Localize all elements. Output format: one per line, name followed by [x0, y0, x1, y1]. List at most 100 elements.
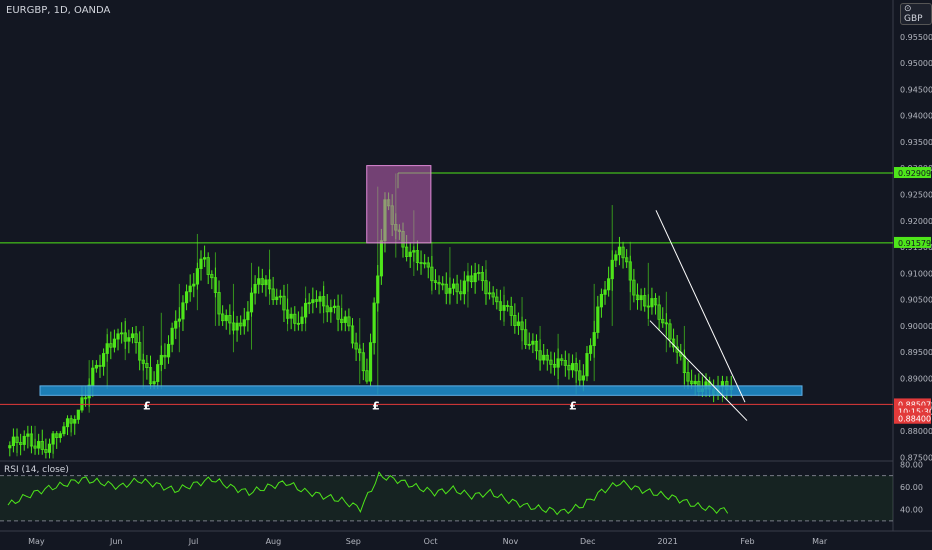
- candle-body: [650, 298, 654, 308]
- candle-body: [372, 302, 376, 344]
- candle-body: [506, 305, 510, 307]
- price-tick-label: 0.92500: [900, 191, 932, 200]
- price-tag-label: 0.88507: [898, 400, 931, 409]
- candle-body: [607, 278, 611, 291]
- price-tick-label: 0.91000: [900, 269, 932, 278]
- time-tick-label: Sep: [346, 537, 361, 546]
- candle-body: [423, 262, 427, 265]
- candle-body: [44, 449, 48, 453]
- candle-body: [599, 293, 604, 308]
- candle-body: [332, 305, 337, 308]
- candle-body: [350, 325, 355, 344]
- candle-body: [689, 380, 694, 385]
- price-tag-bg: [894, 412, 931, 424]
- price-tag-bg: [894, 405, 931, 417]
- candle-body: [368, 342, 373, 382]
- candle-body: [578, 370, 582, 381]
- price-axis[interactable]: 0.960000.955000.950000.945000.940000.935…: [900, 7, 932, 515]
- candle-body: [116, 333, 120, 340]
- candle-body: [163, 354, 167, 358]
- candle-body: [639, 295, 643, 301]
- candle-body: [653, 298, 658, 306]
- currency-label: GBP: [904, 14, 923, 24]
- candle-body: [127, 337, 131, 342]
- candle-body: [188, 285, 192, 293]
- time-tick-label: Jun: [109, 537, 123, 546]
- candle-body: [65, 418, 70, 428]
- candle-body: [217, 292, 221, 315]
- time-tick-label: Nov: [503, 537, 519, 546]
- candle-body: [498, 301, 503, 311]
- rsi-label[interactable]: RSI (14, close): [4, 465, 69, 475]
- candle-body: [657, 304, 661, 320]
- candle-body: [480, 272, 484, 282]
- wedge-upper-line: [655, 210, 746, 403]
- symbol-label[interactable]: EURGBP, 1D, OANDA: [6, 5, 111, 16]
- candle-body: [26, 433, 30, 437]
- candle-body: [80, 397, 84, 411]
- candle-body: [524, 329, 528, 345]
- currency-badge[interactable]: ⊙ GBP: [900, 3, 932, 25]
- candle-body: [603, 289, 607, 295]
- rsi-tick-label: 60.00: [900, 483, 923, 492]
- candle-body: [40, 441, 44, 450]
- candle-body: [192, 283, 196, 287]
- price-tag-label: 10:15:30: [898, 408, 932, 417]
- price-tick-label: 0.88000: [900, 427, 932, 436]
- candle-body: [693, 380, 697, 385]
- rsi-line: [7, 471, 729, 516]
- candle-body: [632, 279, 636, 296]
- candle-body: [307, 302, 311, 305]
- candle-body: [668, 323, 672, 340]
- candle-body: [336, 305, 340, 320]
- chart-drawings: £ £ £: [0, 165, 893, 421]
- candle-body: [686, 372, 690, 382]
- candle-body: [426, 262, 430, 268]
- candle-body: [109, 343, 113, 348]
- candle-body: [246, 311, 250, 321]
- currency-dot-icon: ⊙: [904, 4, 912, 14]
- candle-body: [152, 381, 156, 385]
- candle-body: [567, 364, 571, 371]
- rsi-pane: [0, 471, 893, 522]
- candle-body: [101, 353, 106, 367]
- candle-body: [365, 370, 369, 382]
- candle-body: [581, 375, 585, 381]
- candle-body: [73, 418, 77, 424]
- candle-body: [311, 299, 315, 304]
- candle-body: [148, 367, 153, 385]
- candle-body: [134, 333, 138, 344]
- candle-body: [318, 296, 322, 302]
- candle-body: [477, 272, 481, 274]
- time-tick-label: 2021: [657, 537, 677, 546]
- candle-body: [563, 360, 567, 366]
- price-tick-label: 0.95000: [900, 59, 932, 68]
- price-tick-label: 0.90500: [900, 296, 932, 305]
- candle-body: [513, 315, 517, 326]
- candle-body: [635, 294, 640, 301]
- candle-body: [314, 299, 319, 302]
- candle-body: [552, 363, 557, 368]
- candle-body: [588, 345, 593, 354]
- candle-body: [166, 343, 171, 358]
- candle-body: [29, 433, 34, 447]
- candle-body: [570, 363, 575, 371]
- candle-body: [643, 295, 647, 307]
- candle-body: [549, 359, 553, 365]
- candle-body: [8, 445, 12, 449]
- candle-body: [275, 296, 279, 301]
- candle-body: [325, 305, 329, 313]
- pound-annotation: £: [372, 399, 380, 412]
- candle-body: [455, 283, 459, 293]
- candle-body: [76, 409, 80, 420]
- candle-body: [11, 436, 16, 446]
- candle-body: [531, 340, 535, 345]
- price-tick-label: 0.89500: [900, 348, 932, 357]
- candle-body: [181, 302, 185, 320]
- candle-body: [614, 254, 618, 261]
- candle-body: [300, 316, 304, 324]
- time-axis[interactable]: May Jun Jul Aug Sep Oct Nov Dec 2021 Feb Mar: [28, 537, 828, 546]
- candle-body: [37, 441, 41, 449]
